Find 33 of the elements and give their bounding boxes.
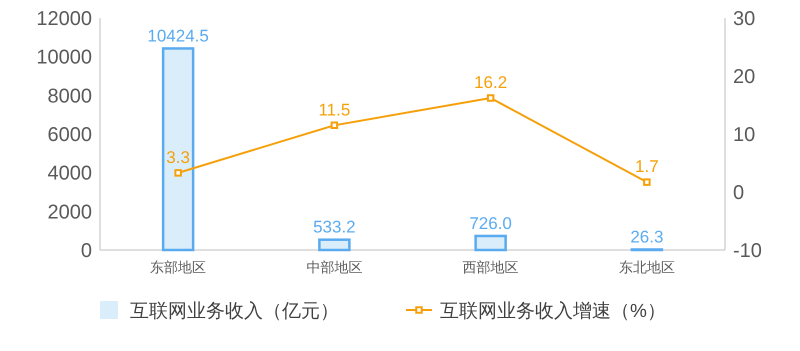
y-tick-label: 12000 xyxy=(36,8,92,30)
y-tick-label: 2000 xyxy=(48,201,92,224)
y2-tick-label: 0 xyxy=(733,182,744,204)
data-label: 533.2 xyxy=(313,218,356,237)
point xyxy=(643,178,651,186)
bar xyxy=(318,238,351,252)
y-tick-label: 0 xyxy=(80,240,92,262)
data-label: 726.0 xyxy=(469,214,512,233)
y-tick-label: 8000 xyxy=(48,85,92,108)
data-label: 16.2 xyxy=(474,73,508,92)
x-tick-label: 西部地区 xyxy=(462,259,519,275)
x-tick-label: 中部地区 xyxy=(306,259,362,275)
y-tick-label: 4000 xyxy=(48,162,92,185)
y2-tick-label: -10 xyxy=(733,240,762,262)
point xyxy=(330,122,338,130)
bar xyxy=(474,234,507,252)
y2-tick-label: 20 xyxy=(733,66,756,88)
y2-tick-label: 30 xyxy=(733,8,756,30)
data-label: 10424.5 xyxy=(147,26,209,46)
x-tick-label: 东北地区 xyxy=(618,259,675,275)
y-tick-label: 10000 xyxy=(36,46,92,69)
legend-label: 互联网业务收入（亿元） xyxy=(130,301,339,322)
legend-label: 互联网业务收入增速（%） xyxy=(440,301,666,322)
y-tick-label: 6000 xyxy=(48,124,92,146)
data-label: 11.5 xyxy=(318,100,350,120)
data-label: 1.7 xyxy=(635,157,659,176)
data-label: 3.3 xyxy=(166,148,190,167)
data-label: 26.3 xyxy=(630,227,664,246)
point xyxy=(174,169,182,177)
bar xyxy=(162,47,194,252)
point xyxy=(486,94,494,102)
y2-tick-label: 10 xyxy=(733,124,756,146)
x-tick-label: 东部地区 xyxy=(150,259,206,275)
